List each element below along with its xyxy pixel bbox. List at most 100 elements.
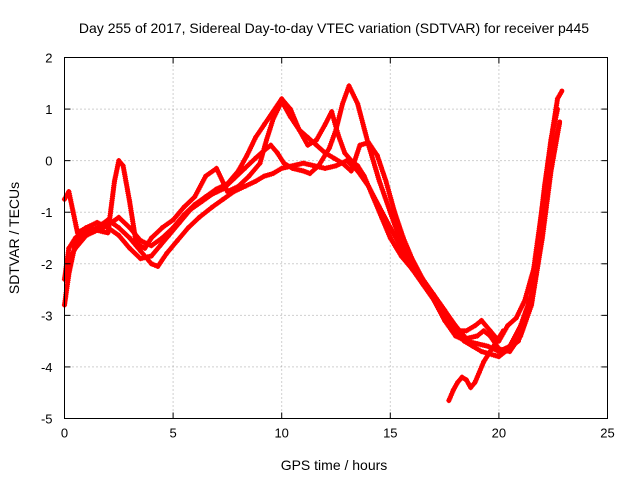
data-point <box>548 168 554 174</box>
data-point <box>203 194 209 200</box>
data-point <box>446 398 452 403</box>
data-point <box>463 377 469 383</box>
data-point <box>181 212 187 218</box>
data-point <box>305 142 311 148</box>
data-point <box>301 160 306 166</box>
data-point <box>138 256 143 261</box>
data-point <box>479 349 484 354</box>
data-point <box>387 225 393 231</box>
data-point <box>485 343 491 349</box>
data-point <box>496 354 502 359</box>
data-point <box>357 142 363 148</box>
data-point <box>331 155 337 161</box>
data-point <box>335 132 341 138</box>
data-point <box>220 196 226 202</box>
data-point <box>268 142 274 148</box>
data-point <box>316 163 321 169</box>
data-point <box>157 243 163 249</box>
data-point <box>507 349 513 354</box>
data-point <box>487 333 493 339</box>
data-point <box>496 346 502 352</box>
data-point <box>94 227 100 233</box>
y-tick-label: -3 <box>41 308 53 323</box>
data-point <box>327 145 332 151</box>
data-point <box>409 256 415 261</box>
data-point <box>348 158 354 164</box>
data-point <box>275 150 280 156</box>
data-point <box>333 163 339 169</box>
data-point <box>149 261 154 267</box>
data-point <box>314 137 319 143</box>
data-point <box>500 328 506 334</box>
tick-layer: 0 5 10 15 20 25 -5 -4 -3 -2 -1 0 1 2 <box>41 51 615 441</box>
data-point <box>494 338 500 344</box>
data-point <box>185 225 191 231</box>
data-point <box>214 186 219 192</box>
data-point <box>322 166 328 171</box>
data-point <box>307 171 313 176</box>
data-point <box>127 235 133 241</box>
data-point <box>149 243 154 249</box>
data-point <box>279 96 285 102</box>
data-point <box>159 225 165 231</box>
y-tick-label: 0 <box>45 154 52 169</box>
data-point <box>253 178 258 184</box>
data-point <box>203 173 209 179</box>
data-point <box>261 173 267 179</box>
x-tick-label: 15 <box>383 426 397 441</box>
data-point <box>270 117 276 122</box>
data-point <box>361 173 367 179</box>
data-point <box>170 217 176 223</box>
data-point <box>383 178 389 184</box>
data-point <box>513 315 519 321</box>
data-point <box>105 230 111 236</box>
data-point <box>244 153 250 158</box>
data-point <box>246 173 252 179</box>
data-point <box>175 238 180 244</box>
y-tick-label: -1 <box>41 205 53 220</box>
data-point <box>75 230 80 236</box>
data-point <box>116 225 122 231</box>
series-layer <box>61 83 565 404</box>
data-point <box>455 380 460 385</box>
data-point <box>253 135 258 140</box>
data-point <box>459 374 465 380</box>
data-point <box>355 101 361 107</box>
data-point <box>463 336 469 341</box>
data-point <box>329 109 335 115</box>
x-tick-label: 20 <box>492 426 506 441</box>
x-tick-label: 0 <box>61 426 68 441</box>
data-point <box>261 122 267 127</box>
data-point <box>149 235 154 241</box>
data-point <box>209 204 215 210</box>
data-point <box>116 158 122 164</box>
data-point <box>270 171 276 176</box>
data-point <box>133 240 139 246</box>
data-point <box>557 119 563 125</box>
data-point <box>235 168 241 174</box>
data-point <box>387 209 393 215</box>
data-point <box>431 292 437 298</box>
data-point <box>155 264 161 269</box>
data-point <box>83 225 89 231</box>
x-tick-label: 5 <box>169 426 176 441</box>
data-point <box>366 140 371 146</box>
data-point <box>257 160 263 166</box>
series-track-5 <box>446 328 506 404</box>
data-point <box>138 238 143 244</box>
data-point <box>120 163 126 169</box>
data-point <box>116 215 122 220</box>
data-point <box>322 150 328 156</box>
data-point <box>181 204 187 210</box>
data-point <box>94 220 100 225</box>
data-point <box>505 323 510 329</box>
data-point <box>474 333 480 339</box>
data-point <box>555 106 560 112</box>
data-point <box>83 233 89 238</box>
data-point <box>474 341 480 347</box>
data-point <box>66 245 72 251</box>
data-point <box>225 189 230 195</box>
data-point <box>196 215 202 220</box>
data-point <box>374 153 380 158</box>
data-point <box>379 215 384 220</box>
